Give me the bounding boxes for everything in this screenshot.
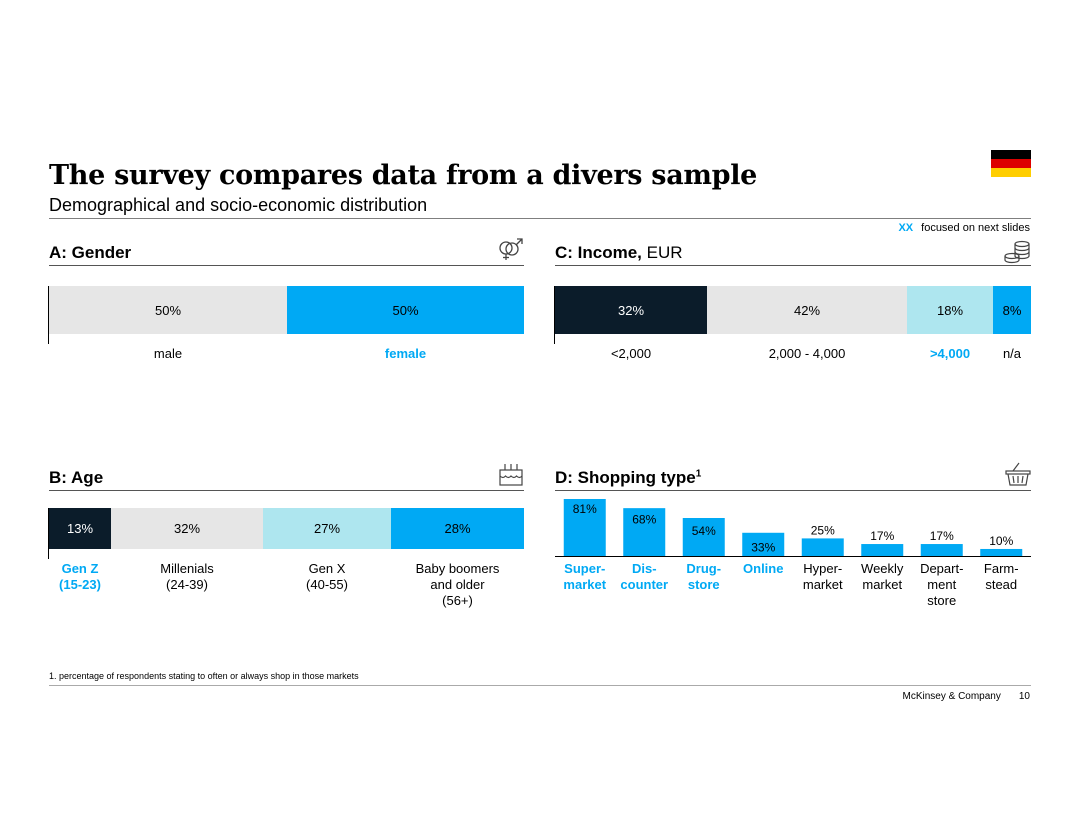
income-bar-segment: 18% [907, 286, 993, 334]
shopping-bar-value-label: 68% [632, 513, 656, 527]
shopping-category-label: Weekly market [861, 561, 904, 592]
shopping-category-label: Farm- stead [983, 561, 1019, 592]
gender-stacked-bar-chart: 50% male 50% female [48, 286, 524, 386]
shopping-bar [742, 532, 785, 556]
age-bar-segment: 28% [391, 508, 524, 549]
shopping-bar-value-label: 81% [573, 502, 597, 516]
shopping-section-title: D: Shopping type1 [555, 468, 701, 488]
age-category-label: Gen X (40-55) [306, 561, 348, 592]
shopping-category-label: Depart- ment store [920, 561, 964, 608]
shopping-type-bar-chart: 81% 68% 54% 33% 25% 17% 17% 10% Super- market Dis… [555, 495, 1031, 620]
age-bar-segment: 13% [49, 508, 111, 549]
gender-section-rule [49, 265, 524, 266]
age-category-label: Gen Z (15-23) [59, 561, 101, 592]
income-section-rule [555, 265, 1031, 266]
shopping-bars-svg: 81% 68% 54% 33% 25% 17% 17% 10% [555, 499, 1031, 557]
page-number: 10 [1018, 691, 1030, 702]
shopping-category-label: Super- market [563, 561, 607, 592]
shopping-bar-value-label: 17% [930, 529, 954, 543]
shopping-bar-value-label: 54% [692, 524, 716, 538]
footer: McKinsey & Company 10 [903, 691, 1031, 702]
gender-title-text: A: Gender [49, 243, 132, 262]
income-stacked-bar-chart: 32% <2,000 42% 2,000 - 4,000 18% >4,000 8% n/a [554, 286, 1031, 386]
shopping-bar-value-label: 33% [751, 540, 775, 554]
income-title-unit: EUR [646, 243, 683, 262]
age-bar-segment: 27% [263, 508, 391, 549]
shopping-title-text: D: Shopping type [555, 468, 696, 487]
income-category-label: n/a [1002, 346, 1022, 361]
focus-legend-marker: XX [898, 222, 914, 234]
age-axis-line [48, 508, 49, 559]
income-section-title: C: Income, EUR [555, 243, 683, 263]
income-category-label: <2,000 [610, 346, 652, 361]
shopping-bar [980, 548, 1023, 556]
shopping-category-label: Drug- store [686, 561, 722, 592]
income-bar-segment: 8% [993, 286, 1031, 334]
page-subtitle: Demographical and socio-economic distrib… [49, 195, 428, 215]
focus-legend-text: focused on next slides [921, 222, 1030, 234]
shopping-bar-value-label: 10% [989, 534, 1013, 548]
shopping-category-label: Dis- counter [620, 561, 669, 592]
germany-flag-icon [991, 150, 1031, 177]
shopping-category-label: Hyper- market [802, 561, 843, 592]
income-bar-segment: 42% [707, 286, 907, 334]
shopping-bar [861, 544, 904, 556]
shopping-bar [801, 538, 844, 556]
income-category-label: >4,000 [929, 346, 971, 361]
shopping-bar [563, 499, 606, 556]
age-section-title: B: Age [49, 468, 103, 488]
coin-stack-icon [1004, 238, 1031, 264]
shopping-basket-icon [1004, 461, 1032, 487]
age-title-text: B: Age [49, 468, 104, 487]
age-category-label: Millenials (24-39) [160, 561, 214, 592]
age-stacked-bar-chart: 13% Gen Z (15-23) 32% Millenials (24-39) 27%… [48, 508, 524, 628]
focus-legend: XX focused on next slides [898, 222, 1030, 234]
income-category-label: 2,000 - 4,000 [768, 346, 846, 361]
age-section-rule [49, 490, 524, 491]
shopping-bar [682, 518, 725, 556]
shopping-title-footnote-marker: 1 [695, 468, 702, 480]
gender-category-label: male [153, 346, 183, 361]
gender-bar-segment: 50% [49, 286, 287, 334]
income-axis-line [554, 286, 555, 344]
shopping-section-rule [555, 490, 1031, 491]
shopping-category-label: Online [743, 561, 784, 576]
shopping-bar-value-label: 25% [811, 523, 835, 537]
page-title: The survey compares data from a divers s… [49, 160, 758, 191]
income-bar-segment: 32% [555, 286, 707, 334]
gender-axis-line [48, 286, 49, 344]
gender-section-title: A: Gender [49, 243, 131, 263]
company-name: McKinsey & Company [902, 691, 1001, 702]
gender-category-label: female [384, 346, 427, 361]
age-bar-segment: 32% [111, 508, 263, 549]
age-category-label: Baby boomers and older (56+) [415, 561, 500, 608]
gender-bar-segment: 50% [287, 286, 524, 334]
footer-rule [49, 685, 1031, 686]
gender-symbols-icon [497, 238, 525, 262]
income-title-text: C: Income, [555, 243, 642, 262]
footnote: 1. percentage of respondents stating to … [49, 671, 359, 681]
shopping-bar-value-label: 17% [870, 529, 894, 543]
shopping-bar [623, 508, 666, 556]
birthday-cake-icon [498, 461, 524, 487]
shopping-bar [920, 544, 963, 556]
header-rule [49, 218, 1031, 219]
